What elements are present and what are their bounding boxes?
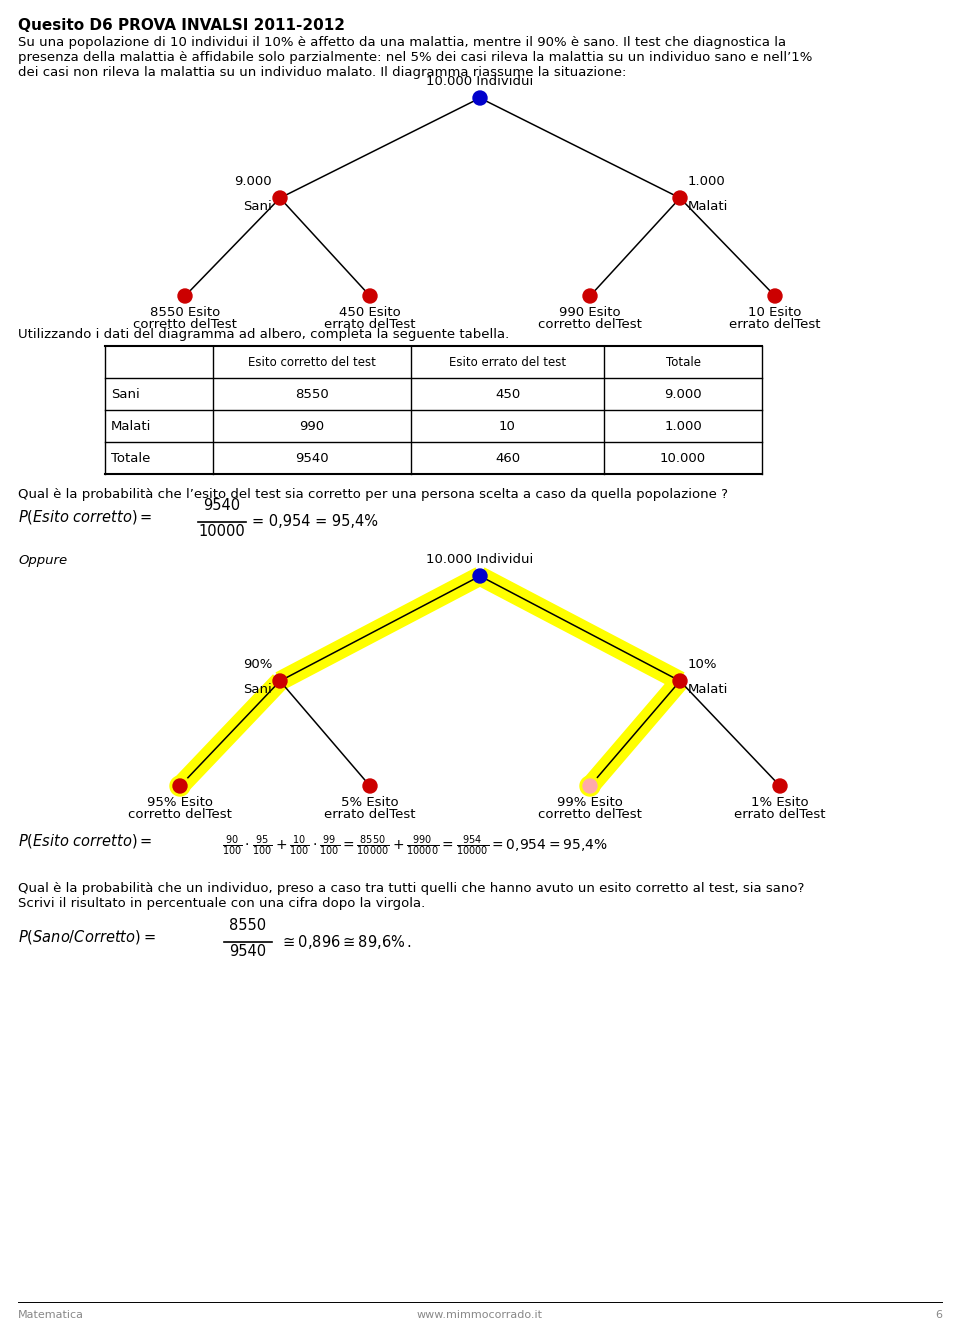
Circle shape	[363, 289, 377, 303]
Text: corretto delTest: corretto delTest	[128, 808, 232, 822]
Text: 1% Esito: 1% Esito	[751, 796, 809, 810]
Text: 8550: 8550	[295, 387, 329, 401]
Circle shape	[583, 779, 597, 794]
Text: Malati: Malati	[688, 200, 729, 212]
Text: Esito errato del test: Esito errato del test	[449, 355, 566, 369]
Circle shape	[768, 289, 782, 303]
Text: 99% Esito: 99% Esito	[557, 796, 623, 810]
Text: 10.000 Individui: 10.000 Individui	[426, 75, 534, 88]
Text: $\frac{90}{100} \cdot \frac{95}{100} + \frac{10}{100} \cdot \frac{99}{100} = \fr: $\frac{90}{100} \cdot \frac{95}{100} + \…	[222, 834, 608, 858]
Text: Totale: Totale	[665, 355, 701, 369]
Text: 1.000: 1.000	[664, 420, 702, 433]
Text: Sani: Sani	[111, 387, 140, 401]
Text: Sani: Sani	[243, 683, 272, 696]
Text: 9540: 9540	[204, 498, 241, 513]
Text: 10000: 10000	[199, 524, 246, 538]
Text: Qual è la probabilità che l’esito del test sia corretto per una persona scelta a: Qual è la probabilità che l’esito del te…	[18, 488, 728, 501]
Text: Qual è la probabilità che un individuo, preso a caso tra tutti quelli che hanno : Qual è la probabilità che un individuo, …	[18, 882, 804, 895]
Text: 1.000: 1.000	[688, 175, 726, 188]
Text: Malati: Malati	[688, 683, 729, 696]
Text: corretto delTest: corretto delTest	[133, 318, 237, 331]
Circle shape	[178, 289, 192, 303]
Text: Sani: Sani	[243, 200, 272, 212]
Circle shape	[273, 191, 287, 204]
Text: Su una popolazione di 10 individui il 10% è affetto da una malattia, mentre il 9: Su una popolazione di 10 individui il 10…	[18, 36, 786, 49]
Text: Quesito D6 PROVA INVALSI 2011-2012: Quesito D6 PROVA INVALSI 2011-2012	[18, 17, 345, 33]
Text: 450: 450	[494, 387, 520, 401]
Text: Oppure: Oppure	[18, 554, 67, 566]
Circle shape	[583, 289, 597, 303]
Circle shape	[673, 191, 687, 204]
Text: Totale: Totale	[111, 452, 151, 465]
Text: 10 Esito: 10 Esito	[748, 306, 802, 319]
Text: 990: 990	[300, 420, 324, 433]
Text: 9.000: 9.000	[234, 175, 272, 188]
Text: corretto delTest: corretto delTest	[538, 318, 642, 331]
Text: errato delTest: errato delTest	[324, 318, 416, 331]
Text: 460: 460	[495, 452, 520, 465]
Text: Scrivi il risultato in percentuale con una cifra dopo la virgola.: Scrivi il risultato in percentuale con u…	[18, 896, 425, 910]
Text: 9.000: 9.000	[664, 387, 702, 401]
Text: 6: 6	[935, 1311, 942, 1320]
Text: 9540: 9540	[229, 945, 267, 959]
Text: $\cong 0{,}896 \cong 89{,}6\%\,.$: $\cong 0{,}896 \cong 89{,}6\%\,.$	[280, 933, 412, 951]
Circle shape	[173, 779, 187, 794]
Text: Matematica: Matematica	[18, 1311, 84, 1320]
Circle shape	[580, 776, 600, 796]
Text: errato delTest: errato delTest	[734, 808, 826, 822]
Text: www.mimmocorrado.it: www.mimmocorrado.it	[417, 1311, 543, 1320]
Circle shape	[473, 91, 487, 106]
Text: presenza della malattia è affidabile solo parzialmente: nel 5% dei casi rileva l: presenza della malattia è affidabile sol…	[18, 51, 812, 64]
Text: errato delTest: errato delTest	[324, 808, 416, 822]
Text: 8550 Esito: 8550 Esito	[150, 306, 220, 319]
Circle shape	[773, 779, 787, 794]
Text: 10.000 Individui: 10.000 Individui	[426, 553, 534, 566]
Text: Utilizzando i dati del diagramma ad albero, completa la seguente tabella.: Utilizzando i dati del diagramma ad albe…	[18, 329, 509, 341]
Text: 8550: 8550	[229, 918, 267, 933]
Text: 10.000: 10.000	[660, 452, 706, 465]
Circle shape	[170, 776, 190, 796]
Circle shape	[273, 673, 287, 688]
Circle shape	[363, 779, 377, 794]
Text: 5% Esito: 5% Esito	[341, 796, 398, 810]
Text: 10: 10	[499, 420, 516, 433]
Circle shape	[673, 673, 687, 688]
Text: Malati: Malati	[111, 420, 152, 433]
Circle shape	[473, 569, 487, 582]
Text: $P(\mathit{Esito\ corretto}) =$: $P(\mathit{Esito\ corretto}) =$	[18, 832, 153, 850]
Text: corretto delTest: corretto delTest	[538, 808, 642, 822]
Text: errato delTest: errato delTest	[730, 318, 821, 331]
Text: dei casi non rileva la malattia su un individuo malato. Il diagramma riassume la: dei casi non rileva la malattia su un in…	[18, 65, 626, 79]
Text: 450 Esito: 450 Esito	[339, 306, 401, 319]
Text: = 0,954 = 95,4%: = 0,954 = 95,4%	[252, 514, 378, 529]
Text: 10%: 10%	[688, 659, 717, 671]
Text: 95% Esito: 95% Esito	[147, 796, 213, 810]
Text: $P(\mathit{Sano/Corretto}) =$: $P(\mathit{Sano/Corretto}) =$	[18, 929, 156, 946]
Text: 90%: 90%	[243, 659, 272, 671]
Text: 9540: 9540	[295, 452, 329, 465]
Text: 990 Esito: 990 Esito	[559, 306, 621, 319]
Text: Esito corretto del test: Esito corretto del test	[248, 355, 376, 369]
Text: $P(\mathit{Esito\ corretto}) =$: $P(\mathit{Esito\ corretto}) =$	[18, 508, 153, 526]
